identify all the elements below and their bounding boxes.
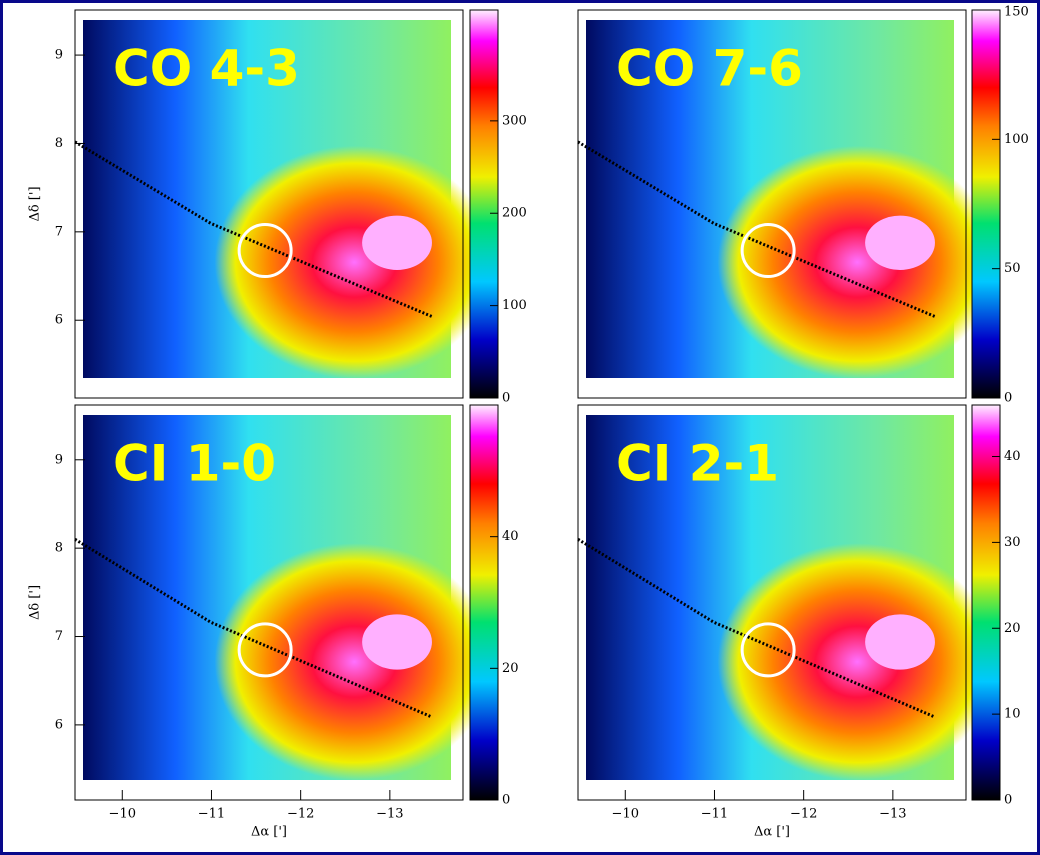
map-emission <box>214 145 495 379</box>
y-tick-label: 7 <box>55 629 63 644</box>
colorbar-tick-label: 0 <box>1004 391 1012 406</box>
cut-line <box>74 140 433 318</box>
plot-frame <box>577 404 967 801</box>
colorbar-tick-label: 200 <box>502 206 527 221</box>
colorbar-tick-label: 40 <box>1004 449 1021 464</box>
colorbar-tick-label: 50 <box>1004 261 1021 276</box>
x-tick-label: −12 <box>287 807 314 822</box>
colorbar-tick-label: 100 <box>502 298 527 313</box>
cut-line <box>577 538 936 719</box>
y-tick-label: 7 <box>55 224 63 239</box>
position-circle <box>740 622 796 678</box>
plot-frame <box>74 404 464 801</box>
colorbar <box>971 9 1001 399</box>
colorbar-tick-label: 20 <box>502 661 519 676</box>
panel-title: CI 1-0 <box>113 435 276 493</box>
colorbar <box>469 404 499 801</box>
map-emission <box>717 145 998 379</box>
map-peak <box>865 215 935 270</box>
colorbar-tick-label: 0 <box>1004 793 1012 808</box>
y-tick-label: 6 <box>55 717 63 732</box>
map-peak <box>865 614 935 670</box>
y-tick-label: 8 <box>55 136 63 151</box>
map-peak <box>362 614 432 670</box>
plot-frame <box>74 9 464 399</box>
x-tick-label: −13 <box>879 807 906 822</box>
colorbar <box>971 404 1001 801</box>
x-tick-label: −11 <box>198 807 225 822</box>
x-tick-label: −10 <box>612 807 639 822</box>
cut-line <box>577 140 936 318</box>
y-axis-label: Δδ ['] <box>28 186 43 221</box>
y-axis-label: Δδ ['] <box>28 585 43 620</box>
x-axis-label: Δα ['] <box>754 825 790 840</box>
panel-title: CI 2-1 <box>616 435 779 493</box>
colorbar-tick-label: 150 <box>1004 5 1029 20</box>
x-tick-label: −12 <box>790 807 817 822</box>
y-tick-label: 6 <box>55 313 63 328</box>
colorbar-tick-label: 40 <box>502 529 519 544</box>
position-circle <box>237 223 293 279</box>
x-tick-label: −13 <box>376 807 403 822</box>
colorbar-tick-label: 100 <box>1004 132 1029 147</box>
map-peak <box>362 215 432 270</box>
colorbar-tick-label: 0 <box>502 793 510 808</box>
y-tick-label: 9 <box>55 48 63 63</box>
panel-title: CO 7-6 <box>616 40 803 98</box>
panel-title: CO 4-3 <box>113 40 300 98</box>
x-axis-label: Δα ['] <box>251 825 287 840</box>
position-circle <box>237 622 293 678</box>
y-tick-label: 8 <box>55 541 63 556</box>
colorbar-tick-label: 10 <box>1004 707 1021 722</box>
plot-frame <box>577 9 967 399</box>
colorbar-tick-label: 20 <box>1004 621 1021 636</box>
map-emission <box>214 543 495 781</box>
position-circle <box>740 223 796 279</box>
cut-line <box>74 538 433 719</box>
colorbar-tick-label: 30 <box>1004 535 1021 550</box>
x-tick-label: −11 <box>701 807 728 822</box>
colorbar-tick-label: 300 <box>502 113 527 128</box>
y-tick-label: 9 <box>55 452 63 467</box>
x-tick-label: −10 <box>109 807 136 822</box>
map-emission <box>717 543 998 781</box>
colorbar-tick-label: 0 <box>502 391 510 406</box>
colorbar <box>469 9 499 399</box>
